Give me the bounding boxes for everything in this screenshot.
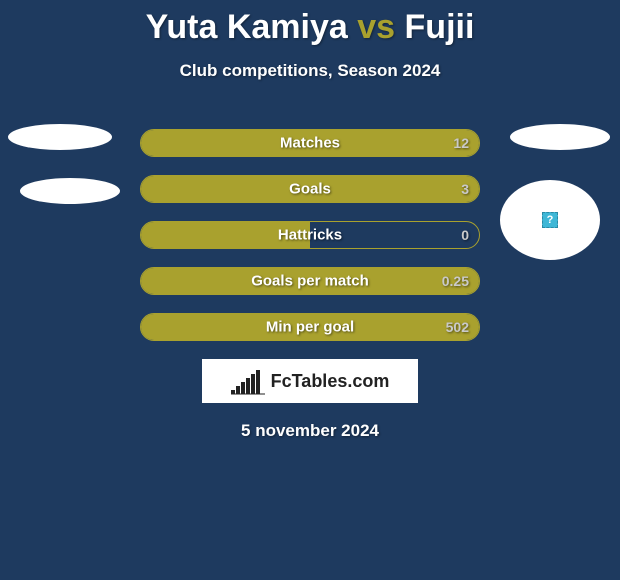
stat-value-right: 3 <box>461 181 469 197</box>
stat-row-goals: Goals 3 <box>140 175 480 203</box>
vs-separator: vs <box>357 8 395 46</box>
stat-value-right: 502 <box>446 319 469 335</box>
stat-label: Min per goal <box>266 319 354 336</box>
stat-value-right: 0 <box>461 227 469 243</box>
logo-text: FcTables.com <box>271 371 390 392</box>
stat-value-right: 12 <box>453 135 469 151</box>
avatar-placeholder-right-1 <box>510 124 610 150</box>
stat-value-right: 0.25 <box>442 273 469 289</box>
unknown-badge-icon: ? <box>542 212 558 228</box>
generated-date: 5 november 2024 <box>0 421 620 441</box>
player2-name: Fujii <box>405 8 475 46</box>
stat-row-hattricks: Hattricks 0 <box>140 221 480 249</box>
avatar-placeholder-right-2: ? <box>500 180 600 260</box>
stat-row-min-per-goal: Min per goal 502 <box>140 313 480 341</box>
avatar-placeholder-left-2 <box>20 178 120 204</box>
stat-label: Goals <box>289 181 331 198</box>
stat-label: Hattricks <box>278 227 342 244</box>
stat-row-goals-per-match: Goals per match 0.25 <box>140 267 480 295</box>
stat-label: Matches <box>280 135 340 152</box>
bar-chart-icon <box>231 367 265 395</box>
player1-name: Yuta Kamiya <box>146 8 348 46</box>
comparison-title: Yuta Kamiya vs Fujii <box>0 0 620 47</box>
stat-row-matches: Matches 12 <box>140 129 480 157</box>
subtitle: Club competitions, Season 2024 <box>0 61 620 81</box>
stats-container: Matches 12 Goals 3 Hattricks 0 Goals per… <box>140 129 480 341</box>
stat-label: Goals per match <box>251 273 369 290</box>
source-logo: FcTables.com <box>202 359 418 403</box>
avatar-placeholder-left-1 <box>8 124 112 150</box>
